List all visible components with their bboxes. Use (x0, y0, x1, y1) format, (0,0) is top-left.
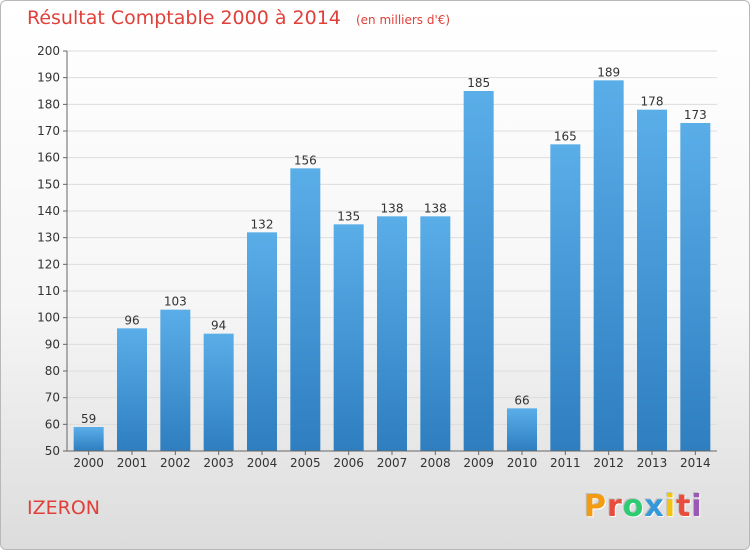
value-label: 138 (424, 201, 447, 215)
bar-2014 (680, 123, 711, 451)
y-tick-label: 140 (37, 204, 60, 218)
x-tick-label: 2001 (117, 456, 148, 470)
bar-2009 (463, 91, 494, 451)
bar-2004 (247, 232, 277, 451)
value-label: 135 (337, 209, 360, 223)
value-label: 66 (514, 393, 529, 407)
x-tick-label: 2007 (377, 456, 408, 470)
x-tick-label: 2010 (507, 456, 538, 470)
y-tick-label: 80 (45, 364, 60, 378)
value-label: 94 (211, 319, 226, 333)
x-tick-label: 2004 (247, 456, 278, 470)
y-tick-label: 100 (37, 311, 60, 325)
y-tick-label: 110 (37, 284, 60, 298)
x-tick-label: 2009 (463, 456, 494, 470)
bar-2007 (377, 216, 407, 451)
value-label: 165 (554, 129, 577, 143)
value-label: 59 (81, 412, 96, 426)
y-tick-label: 60 (45, 417, 60, 431)
x-tick-label: 2000 (73, 456, 104, 470)
logo-letter: x (644, 489, 665, 524)
title-unit: (en milliers d'€) (355, 13, 451, 27)
value-label: 189 (597, 65, 620, 79)
y-tick-label: 120 (37, 257, 60, 271)
x-tick-label: 2014 (680, 456, 711, 470)
y-tick-label: 200 (37, 44, 60, 58)
x-tick-label: 2012 (593, 456, 624, 470)
x-tick-label: 2006 (333, 456, 364, 470)
value-label: 173 (684, 108, 707, 122)
y-tick-label: 160 (37, 151, 60, 165)
logo-letter: o (622, 489, 645, 524)
bar-2002 (160, 309, 191, 451)
bar-2013 (637, 109, 667, 452)
bar-2006 (333, 224, 364, 451)
y-tick-label: 130 (37, 231, 60, 245)
bar-2012 (593, 80, 624, 451)
value-label: 156 (294, 153, 317, 167)
value-label: 103 (164, 295, 187, 309)
bar-2005 (290, 168, 321, 452)
y-tick-label: 150 (37, 177, 60, 191)
bar-2010 (507, 408, 537, 451)
x-tick-label: 2003 (203, 456, 234, 470)
value-label: 138 (381, 201, 404, 215)
bar-2008 (420, 216, 451, 451)
bar-2000 (73, 427, 104, 451)
proxiti-logo: Proxiti (584, 489, 703, 524)
logo-letter: P (584, 489, 607, 524)
value-label: 185 (467, 76, 490, 90)
title-main: Résultat Comptable 2000 à 2014 (27, 7, 341, 29)
bar-2011 (550, 144, 581, 452)
x-tick-label: 2013 (637, 456, 668, 470)
logo-letter: t (676, 489, 692, 524)
value-label: 96 (124, 313, 139, 327)
x-tick-label: 2005 (290, 456, 321, 470)
value-label: 132 (251, 217, 274, 231)
value-label: 178 (641, 95, 664, 109)
y-tick-label: 190 (37, 71, 60, 85)
chart-title: Résultat Comptable 2000 à 2014 (en milli… (27, 7, 450, 29)
y-tick-label: 70 (45, 391, 60, 405)
logo-letter: i (691, 489, 703, 524)
bar-2003 (203, 333, 234, 451)
x-tick-label: 2008 (420, 456, 451, 470)
y-tick-label: 50 (45, 444, 60, 458)
logo-letter: i (664, 489, 677, 524)
x-tick-label: 2002 (160, 456, 191, 470)
commune-name: IZERON (27, 497, 100, 519)
bar-2001 (117, 328, 147, 451)
y-tick-label: 90 (45, 337, 60, 351)
logo-letter: r (607, 489, 623, 524)
x-tick-label: 2011 (550, 456, 581, 470)
y-tick-label: 170 (37, 124, 60, 138)
y-tick-label: 180 (37, 97, 60, 111)
